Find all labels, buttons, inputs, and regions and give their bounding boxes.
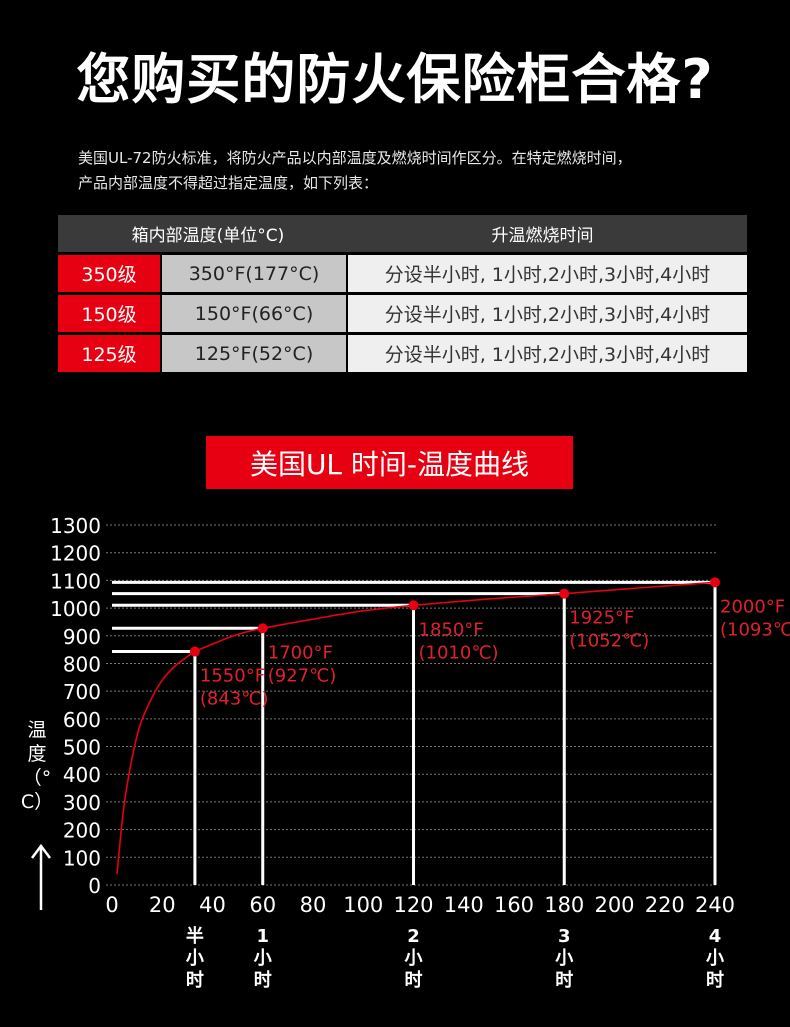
y-tick-label: 1300 [50, 514, 101, 538]
table-row: 150级 150°F(66°C) 分设半小时, 1小时,2小时,3小时,4小时 [58, 295, 747, 332]
arrow-up-icon [31, 843, 51, 910]
y-tick-label: 700 [63, 680, 101, 704]
time-cell: 分设半小时, 1小时,2小时,3小时,4小时 [348, 255, 747, 292]
time-label-char: 小 [706, 948, 724, 969]
x-tick-label: 180 [544, 893, 584, 917]
point-label-c: (1052℃) [569, 631, 649, 652]
y-tick-label: 0 [88, 874, 101, 898]
time-label-char: 3 [558, 926, 571, 947]
temp-cell: 350°F(177°C) [162, 255, 346, 292]
header-temp: 箱内部温度(单位°C) [131, 226, 285, 246]
x-tick-label: 80 [300, 893, 327, 917]
time-label-char: 半 [186, 925, 204, 947]
time-label-char: 2 [407, 926, 420, 947]
table-header: 箱内部温度(单位°C) 升温燃烧时间 [58, 215, 747, 252]
table-row: 350级 350°F(177°C) 分设半小时, 1小时,2小时,3小时,4小时 [58, 255, 747, 292]
time-label-char: 小 [254, 948, 272, 969]
x-tick-label: 240 [695, 893, 735, 917]
point-label-c: (1010℃) [419, 642, 499, 663]
time-label-char: 小 [555, 948, 573, 969]
time-label-char: 小 [405, 948, 423, 969]
x-tick-label: 20 [149, 893, 176, 917]
temp-cell: 125°F(52°C) [162, 335, 346, 372]
grade-cell: 350级 [58, 255, 160, 292]
grade-cell: 150级 [58, 295, 160, 332]
time-cell: 分设半小时, 1小时,2小时,3小时,4小时 [348, 295, 747, 332]
point-label-c: (927℃) [268, 665, 337, 686]
point-label-c: (1093℃) [720, 619, 790, 640]
y-tick-label: 600 [63, 708, 101, 732]
x-tick-label: 40 [199, 893, 226, 917]
intro-line-2: 产品内部温度不得超过指定温度，如下列表： [78, 174, 379, 192]
x-tick-label: 0 [105, 893, 118, 917]
y-tick-label: 1200 [50, 542, 101, 566]
time-label-char: 小 [186, 948, 204, 969]
header-time: 升温燃烧时间 [491, 226, 594, 246]
time-label-char: 时 [706, 970, 724, 991]
chart-title: 美国UL 时间-温度曲线 [206, 436, 573, 489]
page-title: 您购买的防火保险柜合格? [76, 48, 714, 111]
x-tick-label: 200 [594, 893, 634, 917]
time-label-char: 4 [709, 926, 722, 947]
y-tick-label: 800 [63, 652, 101, 676]
data-point [559, 588, 570, 599]
data-point [257, 623, 268, 634]
x-tick-label: 160 [494, 893, 534, 917]
point-label-c: (843℃) [200, 689, 269, 710]
y-tick-label: 500 [63, 736, 101, 760]
x-tick-label: 120 [393, 893, 433, 917]
data-point [710, 577, 720, 588]
y-tick-label: 900 [63, 625, 101, 649]
time-label-char: 时 [186, 970, 204, 991]
fire-rating-table: 箱内部温度(单位°C) 升温燃烧时间 350级 350°F(177°C) 分设半… [58, 215, 747, 372]
y-tick-label: 100 [63, 846, 101, 870]
y-tick-label: 400 [63, 763, 101, 787]
point-label-f: 1700°F [268, 642, 333, 663]
data-point [408, 600, 419, 611]
intro-text: 美国UL-72防火标准，将防火产品以内部温度及燃烧时间作区分。在特定燃烧时间， … [78, 146, 748, 196]
y-tick-label: 1000 [50, 597, 101, 621]
x-tick-label: 220 [645, 893, 685, 917]
temp-cell: 150°F(66°C) [162, 295, 346, 332]
temperature-curve [116, 581, 716, 875]
time-label-char: 时 [555, 970, 573, 991]
point-label-f: 1850°F [419, 619, 484, 640]
grade-cell: 125级 [58, 335, 160, 372]
intro-line-1: 美国UL-72防火标准，将防火产品以内部温度及燃烧时间作区分。在特定燃烧时间， [78, 149, 632, 167]
x-tick-label: 100 [343, 893, 383, 917]
y-tick-label: 1100 [50, 569, 101, 593]
y-axis-label: 温度（°C） [20, 719, 54, 813]
table-row: 125级 125°F(52°C) 分设半小时, 1小时,2小时,3小时,4小时 [58, 335, 747, 372]
x-tick-label: 140 [444, 893, 484, 917]
data-point [189, 646, 200, 657]
time-label-char: 时 [405, 970, 423, 991]
point-label-f: 1925°F [569, 608, 634, 629]
time-cell: 分设半小时, 1小时,2小时,3小时,4小时 [348, 335, 747, 372]
y-tick-label: 200 [63, 819, 101, 843]
time-label-char: 1 [256, 926, 269, 947]
point-label-f: 1550°F [200, 666, 265, 687]
y-tick-label: 300 [63, 791, 101, 815]
point-label-f: 2000°F [720, 596, 785, 617]
time-label-char: 时 [254, 970, 272, 991]
x-tick-label: 60 [249, 893, 276, 917]
